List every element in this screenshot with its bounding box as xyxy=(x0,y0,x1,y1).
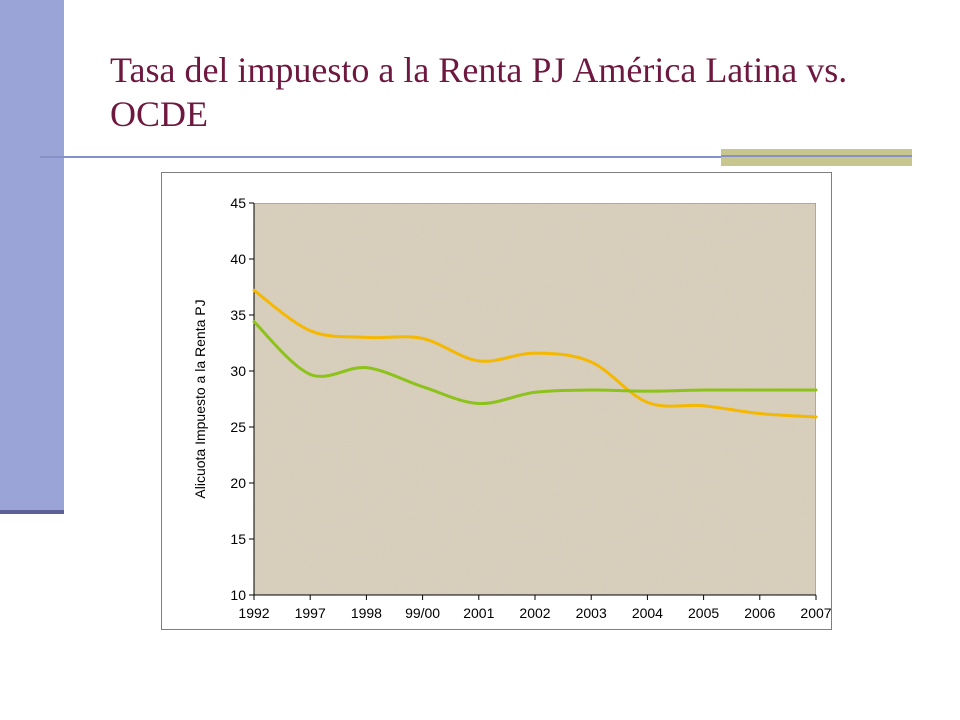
x-tick-label: 1998 xyxy=(351,605,382,621)
x-tick-label: 2001 xyxy=(463,605,494,621)
line-chart: 10 15 20 25 30 35 40 45 1992 1997 1998 99/00 2001 20… xyxy=(192,195,832,621)
title-divider xyxy=(40,156,912,158)
slide-title: Tasa del impuesto a la Renta PJ América … xyxy=(110,50,848,134)
x-tick-label: 1992 xyxy=(238,605,269,621)
title-divider-accent xyxy=(721,149,912,166)
y-axis: 10 15 20 25 30 35 40 45 xyxy=(230,195,255,603)
y-tick-label: 30 xyxy=(230,363,246,379)
x-tick-label: 2004 xyxy=(632,605,663,621)
y-tick-label: 40 xyxy=(230,251,246,267)
x-tick-label: 2003 xyxy=(576,605,607,621)
series-line-2 xyxy=(252,320,818,405)
x-tick-label: 99/00 xyxy=(405,605,440,621)
x-tick-label: 1997 xyxy=(295,605,326,621)
x-tick-label: 2006 xyxy=(744,605,775,621)
y-tick-label: 15 xyxy=(230,531,246,547)
y-axis-label: Alicuota Impuesto a la Renta PJ xyxy=(192,299,208,498)
series-layer xyxy=(252,288,818,419)
left-accent-bar-shadow xyxy=(0,510,64,514)
plot-area xyxy=(253,202,817,596)
x-tick-label: 2007 xyxy=(800,605,831,621)
series-line-1 xyxy=(252,288,818,419)
y-tick-label: 45 xyxy=(230,195,246,211)
x-tick-label: 2002 xyxy=(519,605,550,621)
y-tick-label: 20 xyxy=(230,475,246,491)
y-tick-label: 35 xyxy=(230,307,246,323)
x-tick-label: 2005 xyxy=(688,605,719,621)
y-tick-label: 25 xyxy=(230,419,246,435)
x-axis: 1992 1997 1998 99/00 2001 2002 2003 2004 2005 200… xyxy=(238,594,832,621)
y-tick-label: 10 xyxy=(230,587,246,603)
left-accent-bar xyxy=(0,0,64,512)
